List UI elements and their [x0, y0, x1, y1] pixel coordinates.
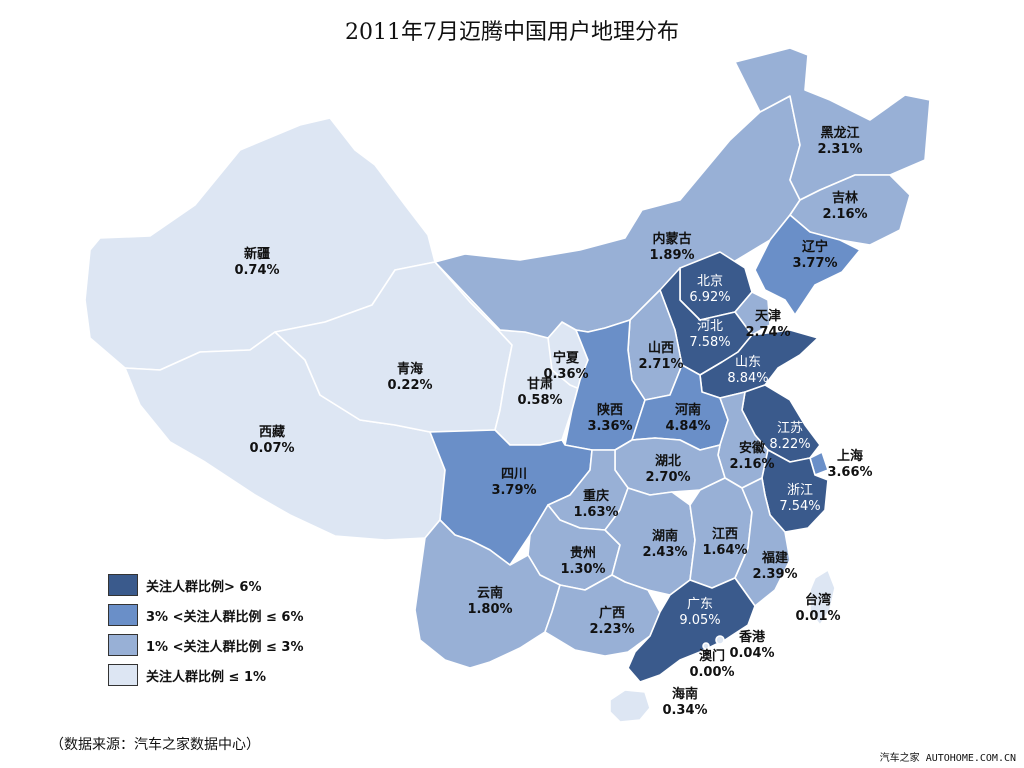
province-name-liaoning: 辽宁 — [802, 239, 828, 255]
region-fujian[interactable] — [734, 477, 791, 607]
province-value-heilongjiang: 2.31% — [817, 142, 862, 157]
province-name-hebei: 河北 — [697, 319, 723, 334]
province-name-tianjin: 天津 — [755, 308, 781, 324]
province-value-shanghai: 3.66% — [827, 465, 872, 480]
province-value-xinjiang: 0.74% — [234, 263, 279, 278]
province-value-taiwan: 0.01% — [795, 609, 840, 624]
province-value-guangxi: 2.23% — [589, 622, 634, 637]
province-name-sichuan: 四川 — [501, 467, 527, 482]
province-name-ningxia: 宁夏 — [553, 350, 580, 366]
province-value-hunan: 2.43% — [642, 545, 687, 560]
province-value-tianjin: 2.74% — [745, 325, 790, 340]
province-value-xianggang: 0.04% — [729, 646, 774, 661]
province-value-qinghai: 0.22% — [387, 378, 432, 393]
province-name-xinjiang: 新疆 — [244, 246, 270, 262]
province-name-xizang: 西藏 — [259, 424, 285, 440]
province-name-henan: 河南 — [675, 402, 701, 418]
province-name-hainan: 海南 — [672, 686, 698, 702]
province-value-beijing: 6.92% — [689, 290, 730, 305]
province-name-shandong: 山东 — [735, 355, 761, 370]
legend-item: 3% <关注人群比例 ≤ 6% — [108, 604, 304, 626]
province-name-heilongjiang: 黑龙江 — [820, 125, 859, 141]
province-value-xizang: 0.07% — [249, 441, 294, 456]
province-name-gansu: 甘肃 — [527, 376, 553, 392]
legend-item: 关注人群比例 ≤ 1% — [108, 664, 304, 686]
province-name-neimenggu: 内蒙古 — [652, 231, 691, 247]
province-value-sichuan: 3.79% — [491, 483, 536, 498]
province-value-shaanxi: 3.36% — [587, 419, 632, 434]
source-note: （数据来源：汽车之家数据中心） — [50, 737, 260, 753]
legend-swatch — [108, 634, 138, 656]
province-name-guangdong: 广东 — [687, 597, 713, 612]
watermark: 汽车之家 AUTOHOME.COM.CN — [879, 753, 1016, 764]
legend-item: 1% <关注人群比例 ≤ 3% — [108, 634, 304, 656]
province-name-jiangsu: 江苏 — [777, 420, 803, 436]
region-heilongjiang[interactable] — [734, 47, 931, 201]
province-value-shanxi: 2.71% — [638, 357, 683, 372]
legend-swatch — [108, 664, 138, 686]
region-liaoning[interactable] — [754, 214, 861, 316]
region-guangxi[interactable] — [544, 574, 661, 657]
province-value-hebei: 7.58% — [689, 335, 730, 350]
legend-label: 1% <关注人群比例 ≤ 3% — [146, 639, 304, 655]
province-value-fujian: 2.39% — [752, 567, 797, 582]
region-hainan[interactable] — [609, 689, 651, 723]
province-value-guangdong: 9.05% — [679, 613, 720, 628]
province-name-guizhou: 贵州 — [570, 545, 596, 561]
legend-swatch — [108, 604, 138, 626]
province-value-shandong: 8.84% — [727, 371, 768, 386]
region-guangdong[interactable] — [627, 577, 756, 683]
province-value-jiangxi: 1.64% — [702, 543, 747, 558]
province-name-fujian: 福建 — [761, 550, 788, 566]
region-xianggang[interactable] — [715, 635, 725, 645]
province-value-guizhou: 1.30% — [560, 562, 605, 577]
province-name-jilin: 吉林 — [832, 190, 858, 206]
province-name-guangxi: 广西 — [599, 605, 625, 621]
province-name-taiwan: 台湾 — [805, 592, 831, 608]
page-title: 2011年7月迈腾中国用户地理分布 — [345, 20, 679, 45]
province-name-hunan: 湖南 — [652, 528, 678, 544]
region-aomen[interactable] — [702, 642, 710, 650]
province-name-shanghai: 上海 — [837, 448, 863, 464]
legend-label: 关注人群比例 ≤ 1% — [146, 669, 267, 685]
province-name-hubei: 湖北 — [655, 454, 681, 469]
province-name-zhejiang: 浙江 — [787, 483, 813, 498]
province-value-ningxia: 0.36% — [543, 367, 588, 382]
province-value-jiangsu: 8.22% — [769, 437, 810, 452]
legend-label: 3% <关注人群比例 ≤ 6% — [146, 609, 304, 625]
legend-item: 关注人群比例> 6% — [108, 574, 304, 596]
province-value-henan: 4.84% — [665, 419, 710, 434]
province-value-yunnan: 1.80% — [467, 602, 512, 617]
province-name-aomen: 澳门 — [699, 648, 725, 664]
province-name-yunnan: 云南 — [477, 585, 503, 601]
province-value-jilin: 2.16% — [822, 207, 867, 222]
province-value-anhui: 2.16% — [729, 457, 774, 472]
province-name-chongqing: 重庆 — [583, 488, 609, 504]
province-name-qinghai: 青海 — [397, 361, 423, 377]
province-value-hainan: 0.34% — [662, 703, 707, 718]
province-name-anhui: 安徽 — [739, 440, 766, 456]
province-value-hubei: 2.70% — [645, 470, 690, 485]
province-value-aomen: 0.00% — [689, 665, 734, 680]
legend-label: 关注人群比例> 6% — [146, 579, 262, 595]
province-name-shanxi: 山西 — [648, 340, 674, 356]
province-value-zhejiang: 7.54% — [779, 499, 820, 514]
province-value-liaoning: 3.77% — [792, 256, 837, 271]
province-value-chongqing: 1.63% — [573, 505, 618, 520]
legend: 关注人群比例> 6% 3% <关注人群比例 ≤ 6% 1% <关注人群比例 ≤ … — [108, 574, 304, 694]
province-name-beijing: 北京 — [697, 274, 723, 289]
region-taiwan[interactable] — [809, 569, 836, 626]
province-name-shaanxi: 陕西 — [597, 402, 623, 418]
province-value-neimenggu: 1.89% — [649, 248, 694, 263]
legend-swatch — [108, 574, 138, 596]
province-name-xianggang: 香港 — [738, 629, 766, 645]
province-value-gansu: 0.58% — [517, 393, 562, 408]
province-name-jiangxi: 江西 — [712, 526, 738, 542]
